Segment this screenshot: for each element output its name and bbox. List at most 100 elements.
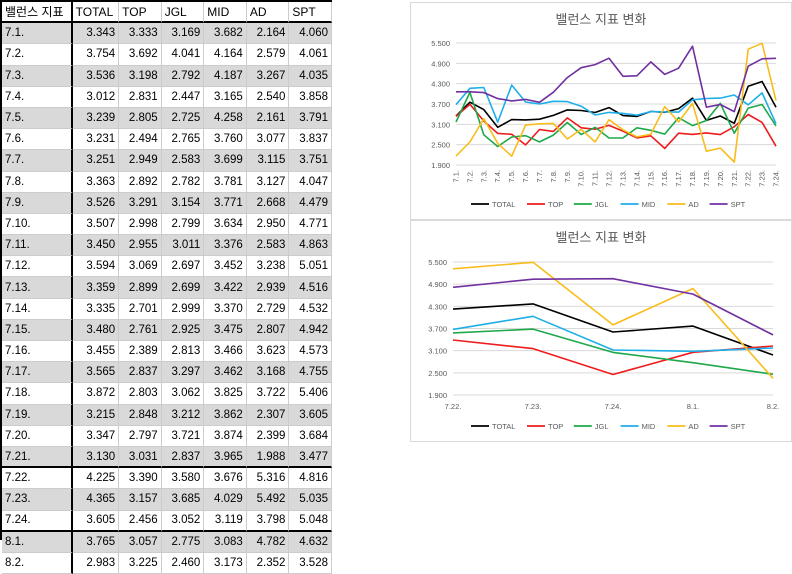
value-cell: 3.297 [161, 362, 205, 384]
patch-cell: 8.1. [2, 531, 73, 553]
y-tick-label: 1.900 [428, 391, 447, 400]
value-cell: 4.942 [289, 319, 332, 341]
table-row: 7.6. 3.231 2.494 2.765 3.760 3.077 3.837 [2, 129, 332, 151]
value-cell: 4.632 [289, 531, 332, 553]
value-cell: 4.516 [289, 277, 332, 299]
value-cell: 3.450 [72, 235, 120, 257]
value-cell: 2.775 [161, 531, 205, 553]
series-line-spt [456, 45, 777, 113]
value-cell: 2.583 [161, 150, 205, 172]
value-cell: 3.751 [289, 150, 332, 172]
table-row: 7.1. 3.343 3.333 3.169 3.682 2.164 4.060 [2, 23, 332, 45]
y-tick-label: 5.500 [428, 258, 447, 267]
x-tick-label: 7.14. [632, 170, 641, 187]
chart-panel-all-patches: 밸런스 지표 변화 1.900 2.500 3.100 3.700 4.300 4.900 5… [410, 2, 792, 220]
value-cell: 3.238 [246, 256, 290, 278]
value-cell: 3.580 [161, 468, 205, 490]
patch-cell: 7.4. [2, 86, 73, 108]
value-cell: 2.983 [72, 552, 120, 574]
table-row: 7.20. 3.347 2.797 3.721 3.874 2.399 3.684 [2, 425, 332, 447]
x-tick-label: 7.8. [549, 170, 558, 183]
patch-cell: 7.22. [2, 468, 73, 490]
value-cell: 2.725 [161, 107, 205, 130]
value-cell: 3.335 [72, 298, 120, 320]
value-cell: 3.119 [204, 510, 247, 532]
legend-label: AD [688, 422, 699, 431]
value-cell: 3.198 [119, 65, 162, 87]
column-header: JGL [161, 2, 205, 24]
patch-cell: 7.24. [2, 510, 73, 532]
value-cell: 4.029 [204, 489, 247, 511]
value-cell: 3.721 [161, 425, 205, 447]
value-cell: 3.594 [72, 256, 120, 278]
patch-cell: 7.5. [2, 107, 73, 130]
value-cell: 3.012 [72, 86, 120, 108]
patch-cell: 7.14. [2, 298, 73, 320]
patch-cell: 7.9. [2, 192, 73, 214]
value-cell: 3.359 [72, 277, 120, 299]
value-cell: 2.807 [246, 319, 290, 341]
legend-item-spt: SPT [709, 422, 746, 431]
table-row: 7.9. 3.526 3.291 3.154 3.771 2.668 4.479 [2, 192, 332, 214]
value-cell: 3.154 [161, 192, 205, 214]
value-cell: 3.157 [119, 489, 162, 511]
legend-label: JGL [595, 200, 609, 209]
value-cell: 3.422 [204, 277, 247, 299]
value-cell: 3.267 [246, 65, 290, 87]
y-tick-label: 4.900 [431, 59, 450, 68]
value-cell: 3.169 [161, 23, 205, 45]
table-row: 7.4. 3.012 2.831 2.447 3.165 2.540 3.858 [2, 86, 332, 108]
patch-cell: 7.8. [2, 171, 73, 193]
table-row: 7.3. 3.536 3.198 2.792 4.187 3.267 4.035 [2, 65, 332, 87]
legend-item-top: TOP [527, 422, 563, 431]
value-cell: 3.798 [246, 510, 290, 532]
value-cell: 2.389 [119, 341, 162, 363]
x-tick-label: 7.21. [730, 170, 739, 187]
value-cell: 5.035 [289, 489, 332, 511]
balance-table-grid: 밸런스 지표 TOTAL TOP JGL MID AD SPT 7.1. 3.343 3.333 3… [2, 2, 332, 574]
patch-cell: 7.1. [2, 23, 73, 45]
y-tick-label: 3.700 [431, 100, 450, 109]
value-cell: 2.668 [246, 192, 290, 214]
column-header: SPT [289, 2, 332, 24]
value-cell: 3.347 [72, 425, 120, 447]
value-cell: 3.475 [204, 319, 247, 341]
value-cell: 2.161 [246, 107, 290, 130]
value-cell: 4.187 [204, 65, 247, 87]
patch-cell: 7.11. [2, 235, 73, 257]
legend-item-jgl: JGL [573, 200, 609, 209]
value-cell: 3.507 [72, 213, 120, 236]
series-line-total [452, 303, 774, 356]
value-cell: 3.333 [119, 23, 162, 45]
value-cell: 3.684 [289, 425, 332, 447]
value-cell: 3.526 [72, 192, 120, 214]
legend-item-total: TOTAL [471, 200, 515, 209]
series-line-top [452, 339, 774, 376]
value-cell: 3.083 [204, 531, 247, 553]
value-cell: 3.376 [204, 235, 247, 257]
value-cell: 2.950 [246, 213, 290, 236]
table-row: 7.15. 3.480 2.761 2.925 3.475 2.807 4.942 [2, 319, 332, 341]
x-tick-label: 7.5. [507, 170, 516, 183]
value-cell: 4.816 [289, 468, 332, 490]
table-row: 7.22. 4.225 3.390 3.580 3.676 5.316 4.816 [2, 468, 332, 490]
value-cell: 5.492 [246, 489, 290, 511]
table-row: 8.1. 3.765 3.057 2.775 3.083 4.782 4.632 [2, 531, 332, 553]
table-row: 7.17. 3.565 2.837 3.297 3.462 3.168 4.755 [2, 362, 332, 384]
value-cell: 4.060 [289, 23, 332, 45]
value-cell: 3.760 [204, 129, 247, 151]
value-cell: 2.837 [161, 446, 205, 469]
x-tick-label: 7.18. [688, 170, 697, 187]
value-cell: 2.307 [246, 404, 290, 426]
patch-cell: 7.16. [2, 341, 73, 363]
table-header-row: 밸런스 지표 TOTAL TOP JGL MID AD SPT [2, 2, 332, 24]
value-cell: 2.701 [119, 298, 162, 320]
value-cell: 3.605 [289, 404, 332, 426]
x-tick-label: 7.23. [525, 402, 542, 411]
value-cell: 4.573 [289, 341, 332, 363]
line-chart-all-patches: 밸런스 지표 변화 1.900 2.500 3.100 3.700 4.300 4.900 5… [431, 12, 780, 209]
x-tick-label: 8.1. [687, 402, 700, 411]
patch-cell: 7.20. [2, 425, 73, 447]
value-cell: 3.825 [204, 383, 247, 405]
value-cell: 3.011 [161, 235, 205, 257]
